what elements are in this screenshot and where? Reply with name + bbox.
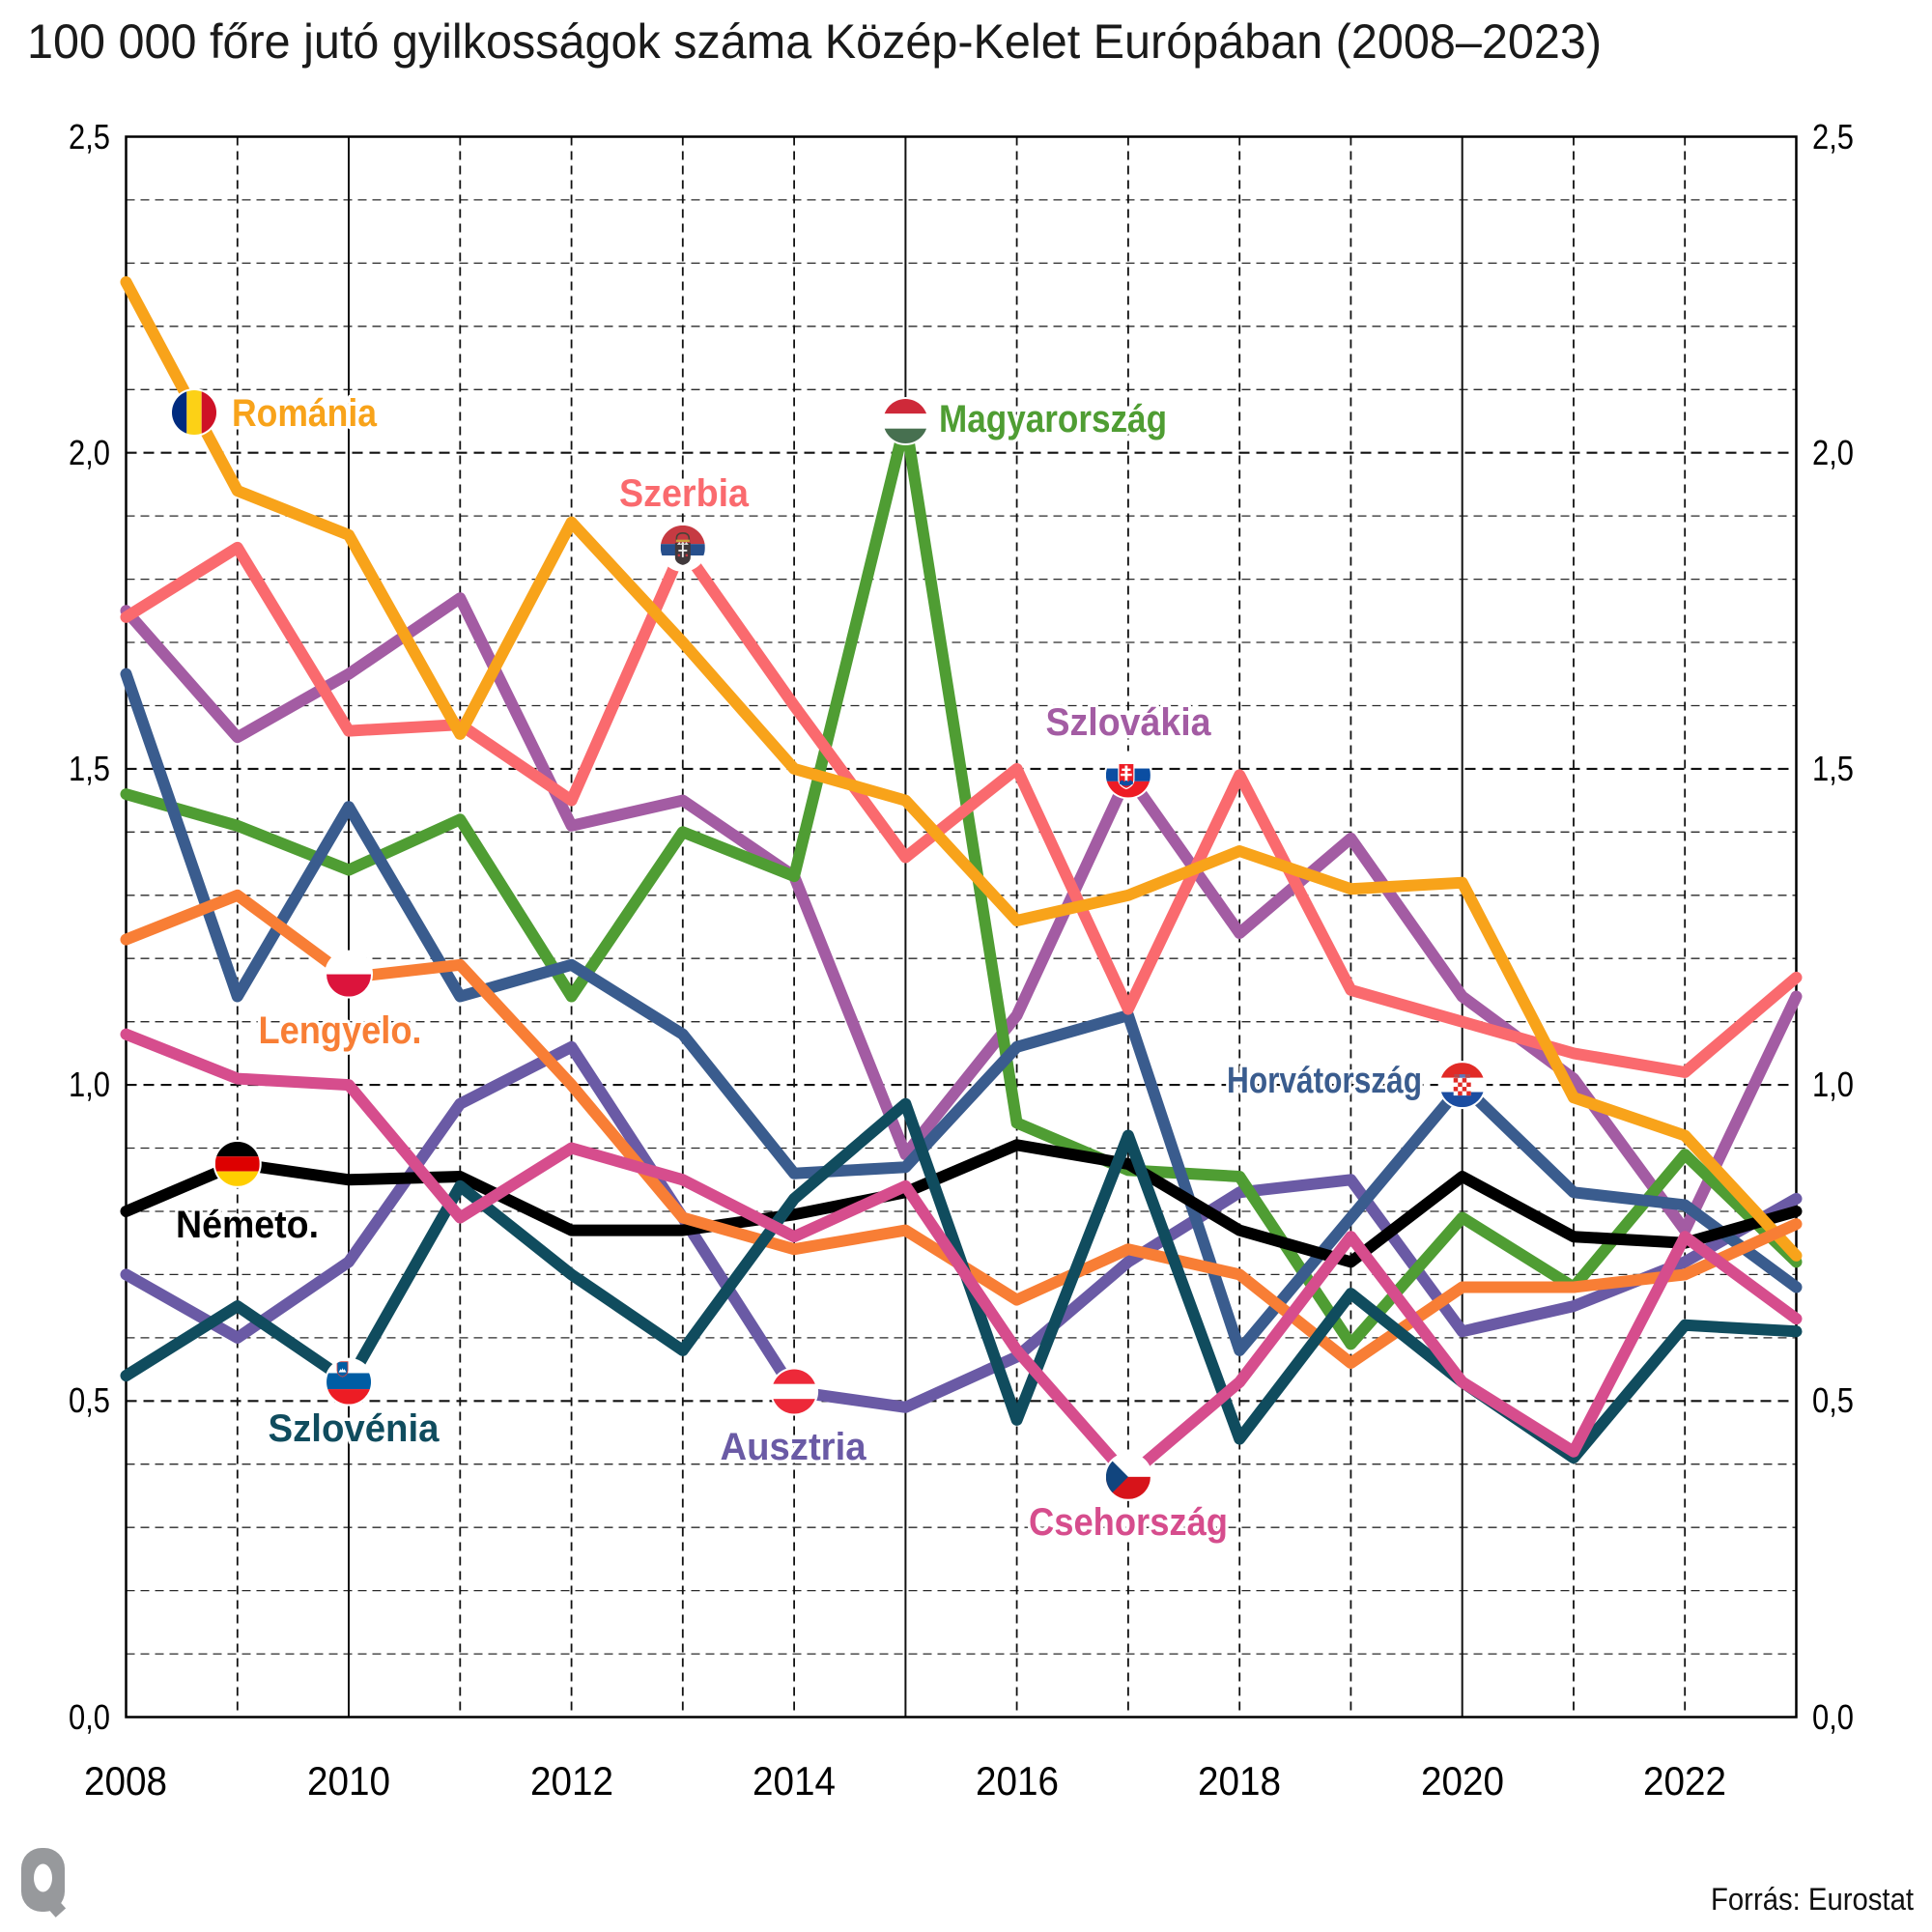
- svg-text:Csehország: Csehország: [1029, 1501, 1228, 1544]
- svg-text:Németo.: Németo.: [176, 1204, 319, 1246]
- svg-text:1,0: 1,0: [1812, 1065, 1854, 1104]
- svg-text:2,0: 2,0: [69, 433, 110, 472]
- svg-text:0,0: 0,0: [69, 1697, 110, 1737]
- svg-text:2,0: 2,0: [1812, 433, 1854, 472]
- svg-text:Horvátország: Horvátország: [1227, 1061, 1422, 1101]
- svg-text:2,5: 2,5: [1812, 117, 1854, 156]
- svg-text:Szerbia: Szerbia: [619, 472, 750, 515]
- svg-text:2012: 2012: [530, 1758, 613, 1804]
- svg-text:0,0: 0,0: [1812, 1697, 1854, 1737]
- svg-text:Szlovénia: Szlovénia: [269, 1407, 440, 1450]
- svg-text:2014: 2014: [753, 1758, 836, 1804]
- svg-text:Magyarország: Magyarország: [939, 398, 1167, 440]
- svg-text:100 000 főre jutó gyilkosságok: 100 000 főre jutó gyilkosságok száma Köz…: [27, 14, 1602, 69]
- svg-text:Szlovákia: Szlovákia: [1046, 701, 1212, 744]
- svg-text:0,5: 0,5: [69, 1380, 110, 1420]
- svg-text:1,5: 1,5: [1812, 749, 1854, 788]
- svg-text:1,0: 1,0: [69, 1065, 110, 1104]
- svg-text:2020: 2020: [1421, 1758, 1504, 1804]
- svg-text:2,5: 2,5: [69, 117, 110, 156]
- svg-text:Ausztria: Ausztria: [721, 1426, 867, 1468]
- svg-text:2018: 2018: [1198, 1758, 1281, 1804]
- svg-text:Románia: Románia: [232, 392, 378, 435]
- svg-text:Lengyelo.: Lengyelo.: [259, 1009, 422, 1052]
- svg-text:2008: 2008: [84, 1758, 167, 1804]
- svg-text:1,5: 1,5: [69, 749, 110, 788]
- svg-text:2022: 2022: [1643, 1758, 1726, 1804]
- svg-text:2010: 2010: [307, 1758, 390, 1804]
- svg-text:2016: 2016: [976, 1758, 1059, 1804]
- svg-text:Forrás: Eurostat: Forrás: Eurostat: [1711, 1882, 1914, 1917]
- svg-text:0,5: 0,5: [1812, 1380, 1854, 1420]
